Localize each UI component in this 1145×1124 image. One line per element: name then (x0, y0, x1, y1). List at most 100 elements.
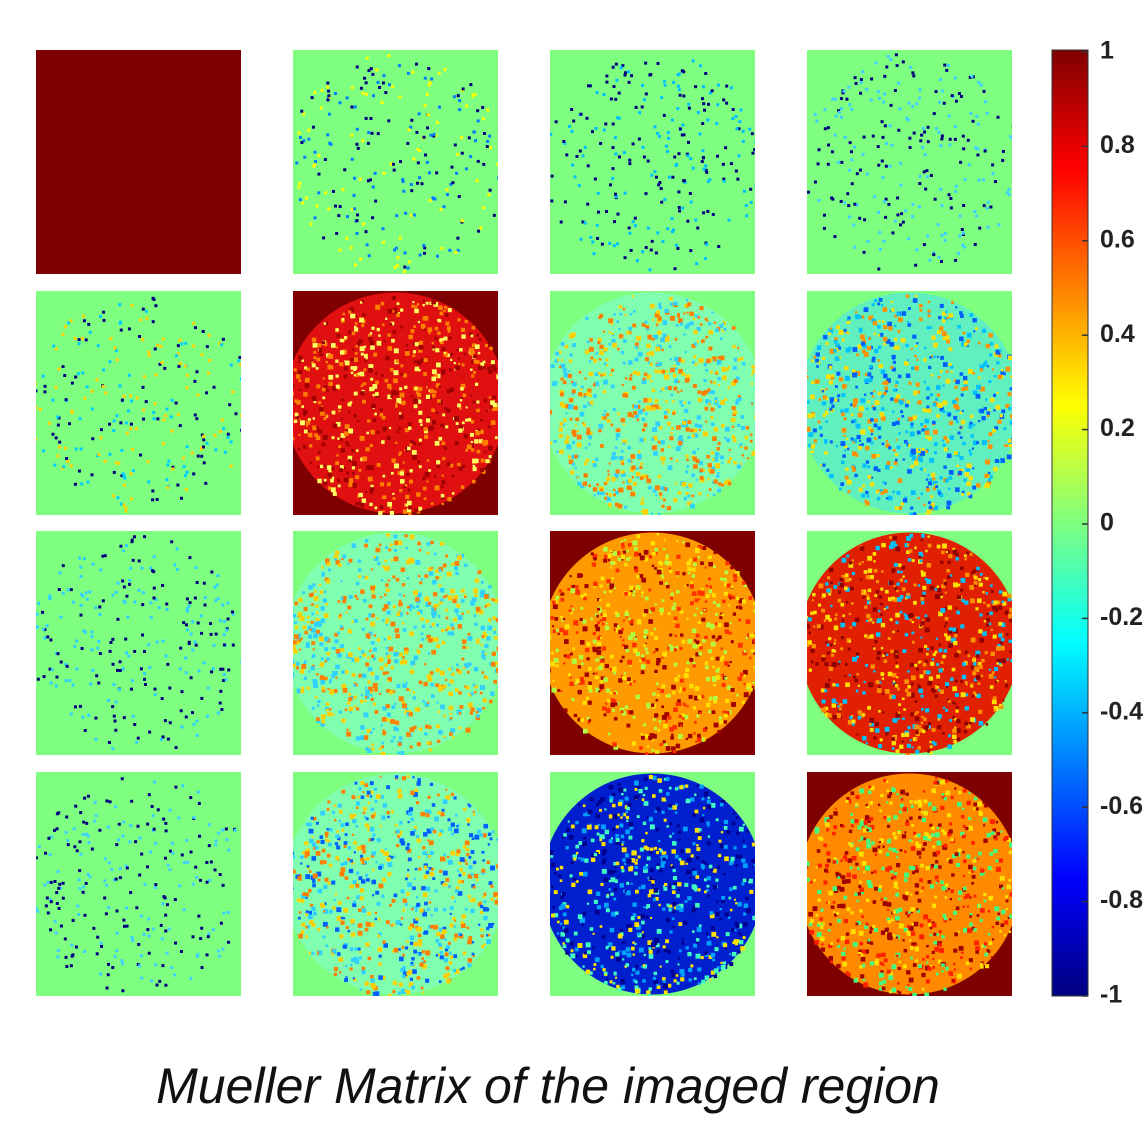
speckle (738, 604, 741, 607)
speckle (372, 94, 376, 98)
speckle (487, 425, 491, 429)
speckle (191, 648, 195, 652)
speckle (984, 100, 988, 104)
speckle (704, 635, 708, 640)
speckle (482, 162, 486, 166)
speckle (858, 327, 863, 332)
speckle (62, 465, 66, 469)
speckle (436, 254, 440, 258)
speckle (664, 308, 669, 314)
speckle (370, 671, 375, 676)
speckle (927, 309, 931, 313)
speckle (665, 694, 669, 698)
speckle (939, 144, 943, 148)
speckle (476, 229, 480, 233)
speckle (409, 469, 413, 473)
speckle (293, 649, 298, 654)
speckle (223, 620, 227, 624)
speckle (454, 560, 460, 566)
speckle (598, 635, 602, 639)
speckle (460, 136, 464, 140)
speckle (687, 322, 690, 326)
speckle (474, 439, 479, 444)
speckle (697, 447, 700, 450)
speckle (661, 576, 665, 579)
speckle (460, 588, 465, 593)
speckle (112, 419, 116, 423)
speckle (707, 478, 710, 481)
speckle (972, 467, 975, 470)
speckle (409, 603, 414, 608)
speckle (346, 471, 350, 475)
speckle (245, 382, 248, 385)
speckle (299, 615, 305, 621)
speckle (987, 475, 990, 478)
speckle (921, 447, 925, 451)
speckle (880, 489, 883, 492)
speckle (829, 327, 833, 330)
speckle (719, 324, 723, 328)
speckle (664, 144, 668, 148)
speckle (877, 468, 881, 473)
speckle (969, 112, 973, 116)
speckle (387, 394, 392, 400)
speckle (983, 620, 987, 623)
speckle (568, 459, 574, 465)
speckle (724, 622, 729, 628)
speckle (959, 455, 964, 461)
speckle (417, 399, 422, 404)
speckle (643, 397, 649, 403)
speckle (834, 114, 838, 118)
speckle (927, 481, 932, 486)
speckle (670, 217, 674, 221)
speckle (646, 706, 650, 710)
speckle (64, 446, 68, 450)
speckle (559, 365, 562, 369)
speckle (367, 476, 373, 482)
speckle (855, 203, 859, 207)
speckle (316, 704, 320, 707)
speckle (387, 346, 393, 351)
speckle (716, 83, 720, 87)
speckle (552, 679, 555, 682)
speckle (382, 607, 386, 612)
speckle (542, 400, 544, 402)
speckle (422, 251, 426, 255)
speckle (410, 189, 414, 193)
speckle (365, 633, 371, 639)
speckle (384, 559, 388, 563)
speckle (441, 502, 444, 506)
speckle (504, 652, 508, 656)
speckle (751, 382, 754, 385)
speckle (609, 691, 613, 695)
speckle (708, 589, 713, 593)
speckle (891, 421, 897, 427)
speckle (562, 368, 567, 373)
speckle (663, 197, 667, 201)
speckle (924, 577, 928, 581)
speckle (910, 425, 914, 429)
speckle (659, 581, 663, 585)
speckle (460, 599, 465, 603)
speckle (908, 444, 911, 447)
speckle (368, 604, 373, 609)
speckle (578, 370, 582, 374)
speckle (687, 435, 691, 440)
speckle (242, 631, 245, 634)
speckle (242, 676, 245, 679)
speckle (497, 176, 498, 180)
speckle (833, 235, 837, 239)
speckle (602, 372, 606, 377)
speckle (909, 512, 914, 515)
speckle (622, 439, 627, 445)
speckle (800, 391, 803, 394)
mueller-panel (800, 291, 1012, 515)
speckle (976, 147, 980, 151)
speckle (620, 449, 624, 453)
speckle (323, 590, 327, 594)
speckle (612, 742, 617, 747)
speckle (607, 732, 611, 736)
speckle (226, 432, 230, 436)
speckle (485, 459, 490, 464)
speckle (675, 743, 681, 749)
